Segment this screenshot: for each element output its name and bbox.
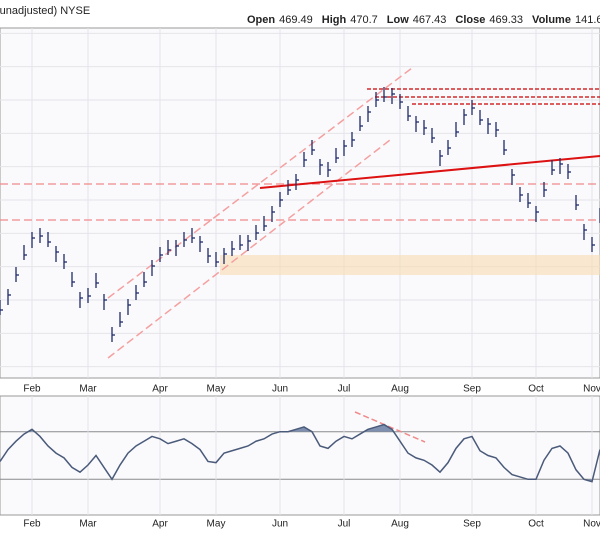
x-tick-label: Mar <box>79 384 97 395</box>
quote: Open 469.49 High 470.7 Low 467.43 Close 469.33 V… <box>247 14 600 26</box>
quote-label: High <box>322 14 347 26</box>
channel-line <box>107 67 413 299</box>
annotations <box>0 67 600 443</box>
quote-value: 469.33 <box>489 14 523 26</box>
x-tick-label: Feb <box>23 519 41 530</box>
overbought-fill <box>27 424 394 432</box>
x-tick-label: May <box>207 519 226 530</box>
x-tick-label: Jun <box>272 519 288 530</box>
x-tick-label: Apr <box>152 384 168 395</box>
x-tick-label: Nov <box>583 519 600 530</box>
x-tick-label: May <box>207 384 226 395</box>
quote-value: 467.43 <box>413 14 447 26</box>
x-tick-label: Sep <box>463 519 481 530</box>
x-tick-label: Sep <box>463 384 481 395</box>
quote-value: 470.7 <box>350 14 378 26</box>
quote-value: 469.49 <box>279 14 313 26</box>
rsi-panel <box>0 395 600 516</box>
x-tick-label: Jun <box>272 384 288 395</box>
quote-label: Low <box>387 14 409 26</box>
marks <box>0 87 600 483</box>
x-tick-label: Apr <box>152 519 168 530</box>
price-panel <box>0 27 600 379</box>
x-tick-label: Oct <box>528 519 544 530</box>
x-tick-label: Mar <box>79 519 97 530</box>
quote-label: Volume <box>532 14 571 26</box>
x-tick-label: Jul <box>338 519 351 530</box>
quote-label: Open <box>247 14 275 26</box>
x-tick-label: Feb <box>23 384 41 395</box>
trend-line <box>259 155 600 189</box>
quote-value: 141.6M <box>575 14 600 26</box>
x-tick-label: Jul <box>338 384 351 395</box>
x-tick-label: Aug <box>391 519 409 530</box>
quote-label: Close <box>455 14 485 26</box>
x-tick-label: Aug <box>391 384 409 395</box>
x-tick-label: Nov <box>583 384 600 395</box>
chart-title: (unadjusted) NYSE <box>0 5 90 17</box>
rsi-line <box>0 423 600 483</box>
support-zone <box>220 255 600 275</box>
x-tick-label: Oct <box>528 384 544 395</box>
divergence-line <box>354 411 426 443</box>
